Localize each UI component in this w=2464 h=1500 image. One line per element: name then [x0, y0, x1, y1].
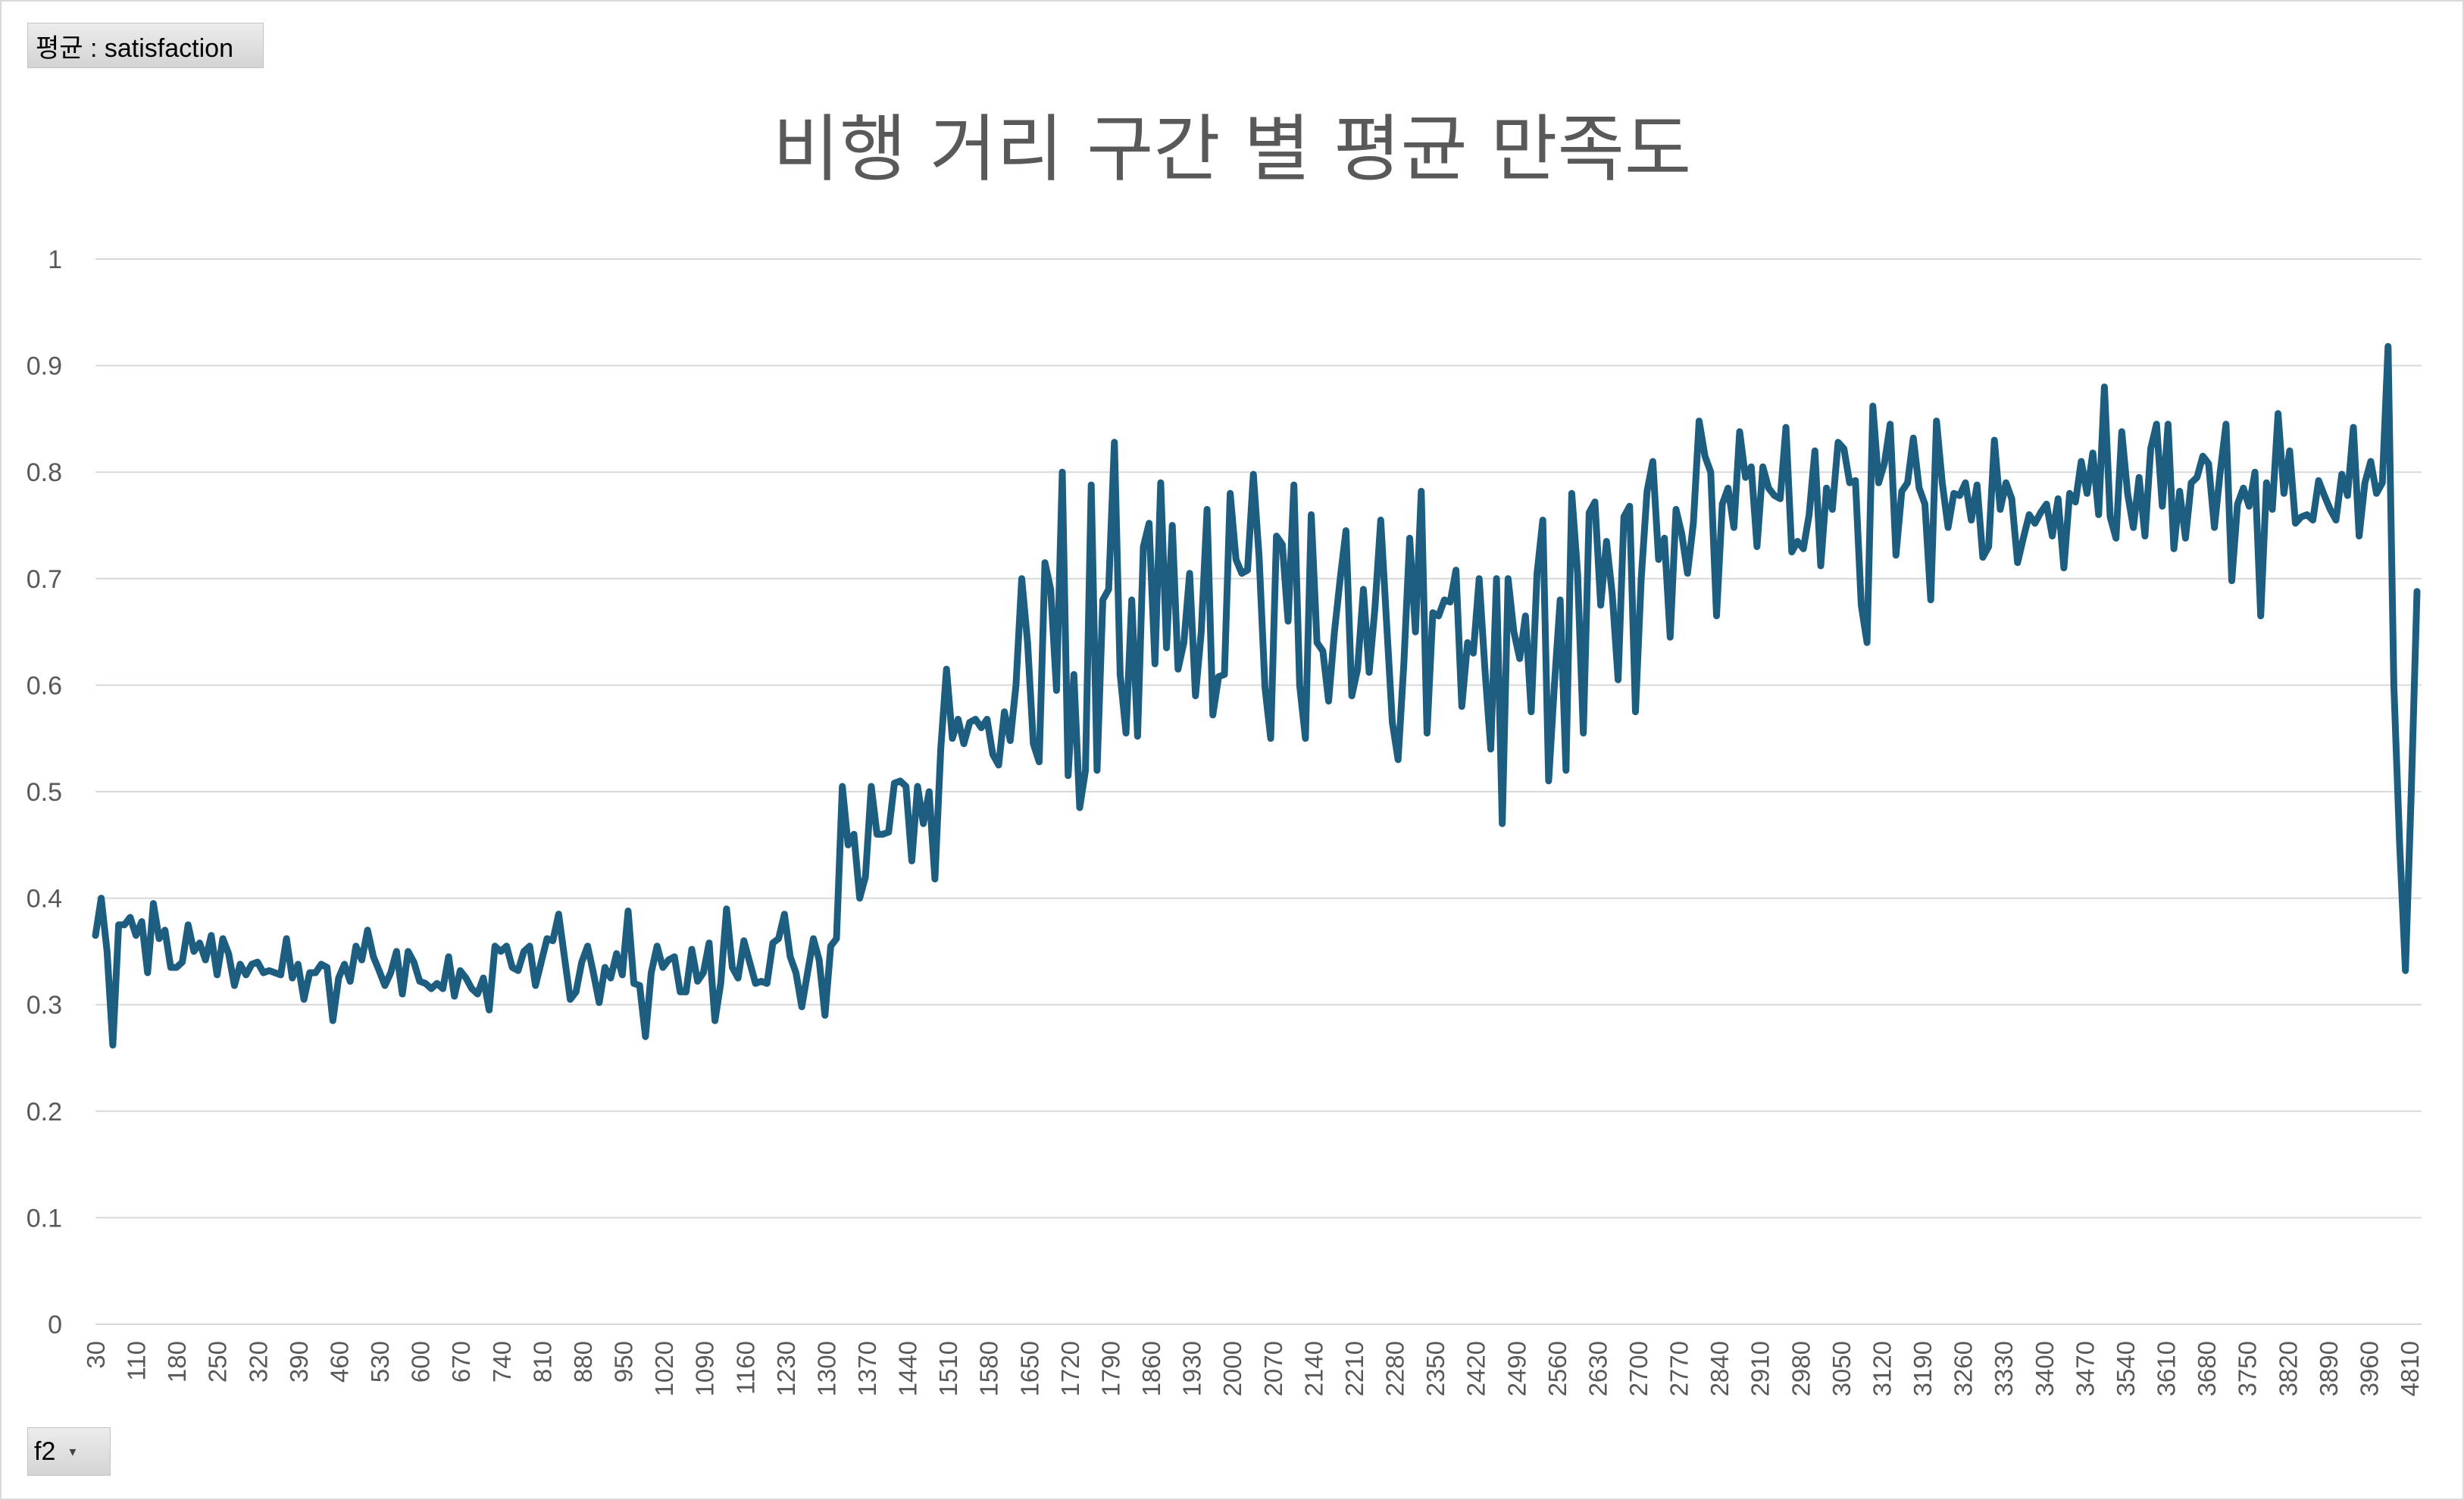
value-field-button[interactable]: 평균 : satisfaction [27, 23, 264, 68]
x-tick-label: 600 [407, 1341, 435, 1383]
x-tick-label: 3680 [2193, 1341, 2221, 1396]
x-tick-label: 1160 [731, 1341, 759, 1395]
x-tick-label: 1580 [975, 1341, 1003, 1396]
x-tick-label: 2700 [1624, 1341, 1653, 1396]
x-tick-label: 1860 [1137, 1341, 1165, 1396]
x-tick-label: 3050 [1828, 1341, 1856, 1396]
x-tick-label: 2210 [1340, 1341, 1368, 1396]
y-tick-label: 0.8 [27, 458, 62, 487]
x-tick-label: 2000 [1218, 1341, 1246, 1396]
x-tick-label: 3610 [2153, 1341, 2181, 1396]
x-tick-label: 250 [204, 1341, 232, 1383]
x-tick-label: 3330 [1990, 1341, 2018, 1396]
y-tick-label: 0.5 [27, 778, 62, 807]
x-tick-label: 30 [82, 1341, 110, 1369]
x-tick-label: 2770 [1665, 1341, 1693, 1396]
x-tick-label: 3890 [2315, 1341, 2343, 1396]
series-line [92, 342, 2421, 1049]
x-tick-label: 3400 [2031, 1341, 2059, 1396]
x-tick-label: 1370 [853, 1341, 881, 1396]
x-tick-label: 3190 [1909, 1341, 1937, 1396]
x-tick-label: 3750 [2234, 1341, 2262, 1396]
x-tick-label: 1720 [1056, 1341, 1084, 1396]
x-tick-label: 2420 [1462, 1341, 1490, 1396]
x-tick-label: 2980 [1787, 1341, 1815, 1396]
y-tick-label: 0.2 [27, 1098, 62, 1127]
gridlines [95, 258, 2422, 1325]
x-tick-label: 180 [163, 1341, 191, 1383]
y-tick-label: 0.3 [27, 991, 62, 1020]
x-tick-label: 3540 [2112, 1341, 2140, 1396]
x-tick-label: 460 [325, 1341, 353, 1383]
y-axis-tick-labels: 0 0.1 0.2 0.3 0.4 0.5 0.6 0.7 0.8 0.9 1 [27, 245, 62, 1339]
x-tick-label: 3960 [2355, 1341, 2383, 1396]
x-tick-label: 110 [123, 1341, 151, 1381]
y-tick-label: 0.6 [27, 671, 62, 700]
axis-field-dropdown[interactable]: f2 ▾ [27, 1427, 111, 1476]
x-tick-label: 1790 [1096, 1341, 1124, 1396]
x-tick-label: 2140 [1299, 1341, 1327, 1396]
x-tick-label: 1090 [691, 1341, 719, 1396]
x-tick-label: 3470 [2071, 1341, 2099, 1396]
x-tick-label: 2490 [1502, 1341, 1531, 1396]
x-tick-label: 1510 [934, 1341, 962, 1396]
x-tick-label: 1020 [650, 1341, 678, 1396]
x-tick-label: 740 [488, 1341, 516, 1383]
y-tick-label: 0.9 [27, 352, 62, 381]
x-tick-label: 2910 [1746, 1341, 1775, 1396]
x-tick-label: 4810 [2396, 1341, 2424, 1396]
y-tick-label: 0.4 [27, 885, 62, 914]
x-tick-label: 3120 [1868, 1341, 1896, 1396]
x-tick-label: 3260 [1950, 1341, 1978, 1396]
x-tick-label: 2280 [1381, 1341, 1409, 1396]
x-axis-tick-labels: 30 110 180 250 320 390 460 530 600 670 740 810 880 95… [82, 1341, 2424, 1396]
x-tick-label: 2350 [1421, 1341, 1449, 1396]
axis-field-label: f2 [34, 1436, 56, 1466]
x-tick-label: 2070 [1259, 1341, 1287, 1396]
x-tick-label: 1230 [772, 1341, 800, 1396]
x-tick-label: 530 [366, 1341, 394, 1383]
y-tick-label: 0.1 [27, 1204, 62, 1233]
x-tick-label: 950 [610, 1341, 638, 1383]
x-tick-label: 390 [285, 1341, 313, 1383]
y-tick-label: 1 [48, 245, 62, 274]
x-tick-label: 1300 [812, 1341, 840, 1396]
x-tick-label: 670 [447, 1341, 475, 1383]
x-tick-label: 810 [528, 1341, 556, 1383]
x-tick-label: 1650 [1015, 1341, 1043, 1396]
y-tick-label: 0.7 [27, 565, 62, 594]
x-tick-label: 2630 [1584, 1341, 1612, 1396]
chevron-down-icon: ▾ [69, 1443, 77, 1459]
x-tick-label: 1440 [894, 1341, 922, 1396]
x-tick-label: 1930 [1178, 1341, 1206, 1396]
value-field-label: 평균 : satisfaction [36, 33, 233, 63]
x-tick-label: 320 [244, 1341, 272, 1383]
x-tick-label: 2840 [1706, 1341, 1734, 1396]
chart-title: 비행 거리 구간 별 평균 만족도 [773, 107, 1691, 192]
x-tick-label: 2560 [1543, 1341, 1571, 1396]
x-tick-label: 3820 [2274, 1341, 2302, 1396]
x-tick-label: 880 [569, 1341, 597, 1383]
y-tick-label: 0 [48, 1311, 62, 1339]
